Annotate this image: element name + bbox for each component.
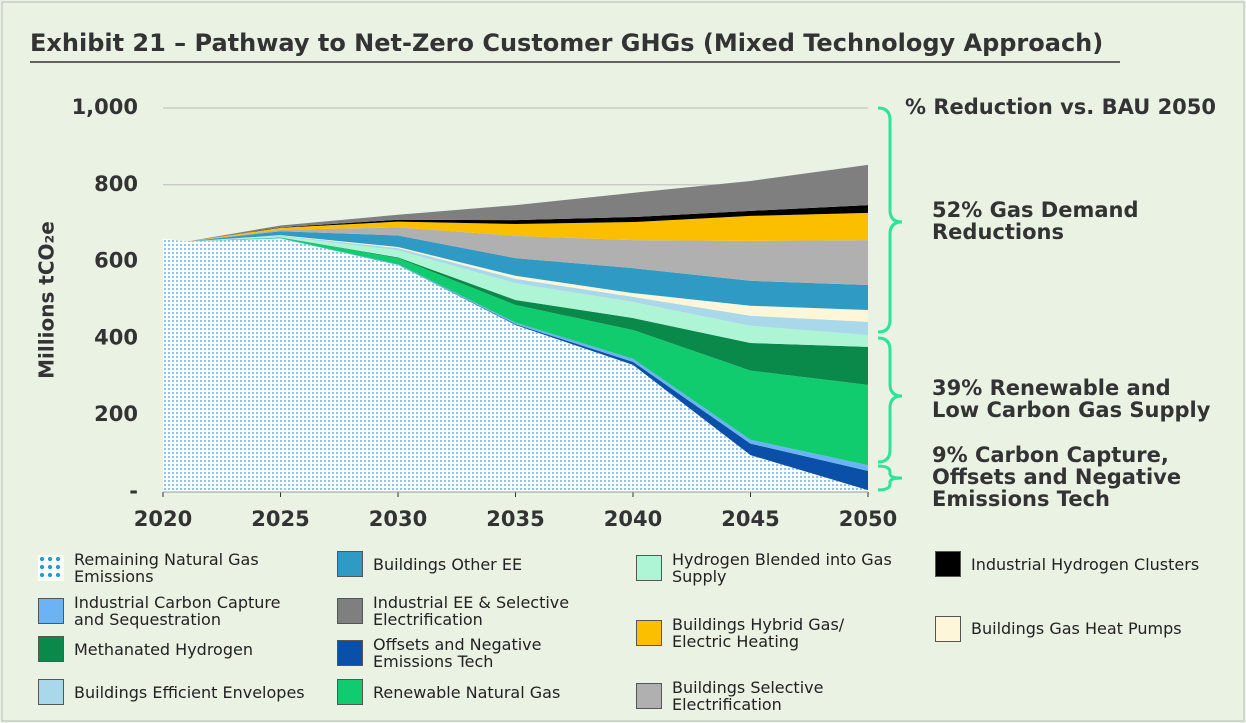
legend-swatch <box>337 598 363 624</box>
legend-item: Buildings Hybrid Gas/ Electric Heating <box>636 616 906 650</box>
y-tick-label: 600 <box>94 249 138 273</box>
annotation: Emissions Tech <box>932 487 1110 511</box>
legend-label: Offsets and Negative Emissions Tech <box>373 635 542 671</box>
area <box>163 212 868 242</box>
x-tick-label: 2045 <box>721 507 779 531</box>
y-tick-label: 1,000 <box>72 95 138 119</box>
y-tick-label: - <box>129 479 138 503</box>
legend-swatch <box>636 555 662 581</box>
legend-swatch <box>38 679 64 705</box>
y-tick-label: 800 <box>94 172 138 196</box>
x-tick-label: 2040 <box>604 507 662 531</box>
annotation: Low Carbon Gas Supply <box>932 398 1211 422</box>
annotation: 52% Gas Demand <box>932 198 1139 222</box>
legend-label: Industrial Carbon Capture and Sequestrat… <box>74 593 281 629</box>
legend-swatch <box>636 619 662 646</box>
legend-label: Buildings Efficient Envelopes <box>74 682 305 702</box>
legend-label: Buildings Selective Electrification <box>672 678 824 714</box>
annotation: Reductions <box>932 220 1064 244</box>
legend-swatch <box>935 551 961 577</box>
legend-swatch <box>38 555 64 581</box>
legend-item: Industrial EE & Selective Electrificatio… <box>337 594 607 628</box>
area <box>163 237 868 385</box>
brackets <box>877 106 903 492</box>
legend-swatch <box>337 640 363 666</box>
legend-item: Renewable Natural Gas <box>337 679 607 705</box>
bracket <box>877 106 903 334</box>
area <box>163 237 868 466</box>
chart-title: Exhibit 21 – Pathway to Net-Zero Custome… <box>30 29 1103 57</box>
annotation: 39% Renewable and <box>932 376 1171 400</box>
legend-label: Industrial EE & Selective Electrificatio… <box>373 593 570 629</box>
area <box>163 236 868 347</box>
legend-item: Buildings Other EE <box>337 551 607 577</box>
x-tick-label: 2035 <box>486 507 544 531</box>
bracket <box>877 464 903 492</box>
x-tick-label: 2025 <box>251 507 309 531</box>
legend-swatch <box>38 598 64 624</box>
y-axis-label: Millions tCO₂e <box>35 221 59 379</box>
legend-item: Buildings Gas Heat Pumps <box>935 615 1205 642</box>
legend-label: Buildings Other EE <box>373 554 523 574</box>
legend-label: Buildings Gas Heat Pumps <box>971 619 1182 638</box>
legend-swatch <box>935 615 961 642</box>
area <box>163 231 868 310</box>
x-tick-label: 2050 <box>839 507 897 531</box>
legend-item: Offsets and Negative Emissions Tech <box>337 636 607 670</box>
legend-label: Remaining Natural Gas Emissions <box>74 550 259 586</box>
legend-swatch <box>337 679 363 705</box>
y-tick-label: 400 <box>94 325 138 349</box>
area <box>163 164 868 242</box>
legend-item: Hydrogen Blended into Gas Supply <box>636 551 906 585</box>
area <box>163 227 868 286</box>
y-tick-label: 200 <box>94 402 138 426</box>
legend-swatch <box>636 683 662 709</box>
legend-label: Methanated Hydrogen <box>74 639 253 659</box>
annotation: Offsets and Negative <box>932 465 1181 489</box>
legend-label: Buildings Hybrid Gas/ Electric Heating <box>672 614 845 651</box>
legend-item: Remaining Natural Gas Emissions <box>38 551 308 585</box>
legend-item: Industrial Carbon Capture and Sequestrat… <box>38 594 308 628</box>
x-tick-label: 2020 <box>134 507 192 531</box>
legend-swatch <box>337 551 363 577</box>
area <box>163 238 868 491</box>
legend-label: Hydrogen Blended into Gas Supply <box>672 550 892 586</box>
legend-item: Industrial Hydrogen Clusters <box>935 551 1205 577</box>
x-tick-label: 2030 <box>369 507 427 531</box>
legend-item: Methanated Hydrogen <box>38 636 308 662</box>
area <box>163 235 868 322</box>
bracket <box>877 336 903 464</box>
legend-item: Buildings Selective Electrification <box>636 679 906 713</box>
legend-label: Renewable Natural Gas <box>373 682 561 702</box>
legend-label: Industrial Hydrogen Clusters <box>971 554 1200 574</box>
area <box>163 238 868 492</box>
legend-swatch <box>38 636 64 662</box>
annotation: % Reduction vs. BAU 2050 <box>905 95 1216 119</box>
area <box>163 235 868 335</box>
legend-item: Buildings Efficient Envelopes <box>38 679 308 705</box>
area <box>163 205 868 242</box>
annotation: 9% Carbon Capture, <box>932 443 1169 467</box>
